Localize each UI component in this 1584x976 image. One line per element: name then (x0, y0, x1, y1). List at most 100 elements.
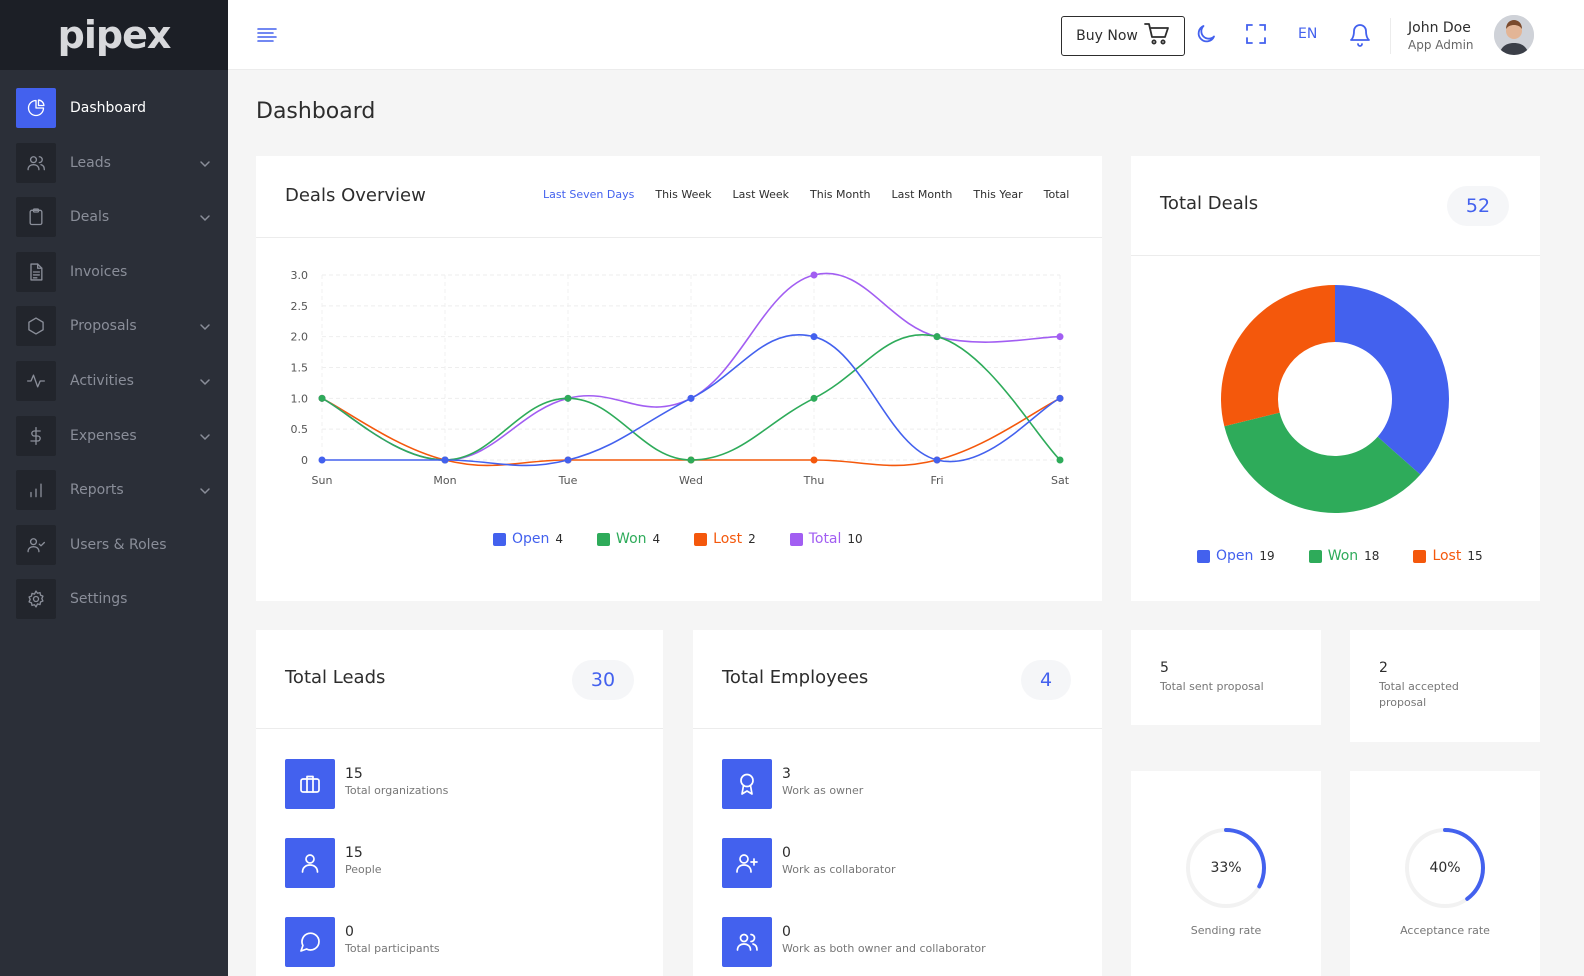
user-role: App Admin (1408, 38, 1474, 52)
tab-last-month[interactable]: Last Month (891, 188, 953, 201)
dollar-icon (16, 415, 56, 456)
point-won (318, 394, 326, 402)
message-circle-icon (285, 917, 335, 967)
sidebar-item-label: Proposals (70, 318, 137, 335)
point-won (1056, 456, 1064, 464)
legend-item-open[interactable]: Open 19 (1197, 548, 1275, 564)
point-open (933, 456, 941, 464)
legend-item-won[interactable]: Won 4 (597, 531, 660, 547)
total-employees-title: Total Employees (722, 667, 869, 688)
clipboard-icon (16, 197, 56, 238)
sidebar-item-label: Activities (70, 372, 134, 389)
chevron-down-icon (198, 210, 212, 229)
avatar[interactable] (1494, 15, 1534, 55)
stat-row: 0 Work as both owner and collaborator (722, 917, 986, 967)
acceptance-rate-card: 40% Acceptance rate (1350, 771, 1540, 976)
acceptance-rate-ring (1405, 828, 1485, 908)
point-open (441, 456, 449, 464)
tab-this-week[interactable]: This Week (655, 188, 712, 201)
y-tick-label: 0.5 (291, 423, 309, 436)
point-open (810, 333, 818, 341)
stat-value: 0 (345, 924, 354, 940)
brand-logo[interactable]: pipex (0, 0, 228, 70)
moon-icon[interactable] (1194, 22, 1218, 50)
sending-rate-ring (1186, 828, 1266, 908)
logo-text: pipex (57, 13, 172, 57)
sidebar-item-deals[interactable]: Deals (16, 197, 212, 238)
file-text-icon (16, 251, 56, 292)
point-open (1056, 394, 1064, 402)
legend-name: Open (512, 531, 550, 547)
sidebar-item-label: Users & Roles (70, 536, 167, 553)
stat-value: 3 (782, 766, 791, 782)
sidebar-item-reports[interactable]: Reports (16, 470, 212, 511)
sidebar-item-label: Dashboard (70, 100, 146, 116)
legend-name: Open (1216, 548, 1254, 564)
legend-item-lost[interactable]: Lost 15 (1413, 548, 1483, 564)
sidebar-item-invoices[interactable]: Invoices (16, 251, 212, 292)
sidebar-item-label: Reports (70, 482, 124, 499)
acceptance-rate-label: Acceptance rate (1400, 924, 1490, 937)
buy-now-label: Buy Now (1076, 28, 1138, 44)
point-total (810, 271, 818, 279)
donut-slice-open[interactable] (1335, 285, 1449, 475)
legend-item-won[interactable]: Won 18 (1308, 548, 1379, 564)
total-employees-header (693, 630, 1102, 729)
total-leads-title: Total Leads (285, 667, 386, 688)
chevron-down-icon (198, 374, 212, 393)
tab-this-month[interactable]: This Month (810, 188, 871, 201)
hexagon-icon (16, 306, 56, 347)
accepted-proposal-card: 2 Total accepted proposal (1350, 630, 1540, 742)
legend-item-total[interactable]: Total 10 (789, 531, 863, 547)
x-tick-label: Fri (930, 474, 943, 487)
stat-label: Total organizations (345, 784, 449, 797)
point-won (564, 394, 572, 402)
topbar-divider (1390, 18, 1391, 54)
stat-value: 0 (782, 924, 791, 940)
user-icon (285, 838, 335, 888)
sidebar-item-dashboard[interactable]: Dashboard (16, 88, 212, 128)
x-tick-label: Sun (312, 474, 333, 487)
legend-value: 15 (1467, 549, 1483, 563)
donut-slice-won[interactable] (1224, 412, 1421, 513)
users-icon (722, 917, 772, 967)
period-tabs: Last Seven Days This Week Last Week This Mo… (543, 188, 1069, 201)
menu-toggle-icon[interactable] (256, 24, 278, 50)
gear-icon (16, 579, 56, 620)
tab-last-seven-days[interactable]: Last Seven Days (543, 188, 635, 201)
stat-row: 15 Total organizations (285, 759, 448, 809)
fullscreen-icon[interactable] (1244, 22, 1268, 50)
topbar: Buy Now EN John Doe App Admin (228, 0, 1584, 70)
pie-chart-icon (16, 88, 56, 128)
briefcase-icon (285, 759, 335, 809)
stat-label: People (345, 863, 382, 876)
sidebar-item-expenses[interactable]: Expenses (16, 415, 212, 456)
sidebar-item-settings[interactable]: Settings (16, 579, 212, 620)
buy-now-button[interactable]: Buy Now (1061, 16, 1185, 56)
total-deals-count: 52 (1447, 186, 1509, 226)
sidebar-item-proposals[interactable]: Proposals (16, 306, 212, 347)
user-name: John Doe (1408, 20, 1471, 36)
donut-slice-lost[interactable] (1221, 285, 1335, 427)
x-tick-label: Wed (679, 474, 703, 487)
legend-item-open[interactable]: Open 4 (493, 531, 563, 547)
language-selector[interactable]: EN (1298, 26, 1318, 42)
tab-total[interactable]: Total (1043, 188, 1070, 201)
tab-this-year[interactable]: This Year (973, 188, 1023, 201)
legend-value: 4 (652, 532, 661, 546)
sidebar-item-activities[interactable]: Activities (16, 360, 212, 401)
tab-last-week[interactable]: Last Week (732, 188, 790, 201)
x-tick-label: Mon (433, 474, 456, 487)
chevron-down-icon (198, 429, 212, 448)
sidebar-item-users-roles[interactable]: Users & Roles (16, 524, 212, 565)
sidebar-item-leads[interactable]: Leads (16, 142, 212, 183)
stat-value: 15 (345, 766, 363, 782)
sidebar-item-label: Deals (70, 209, 110, 226)
bell-icon[interactable] (1348, 22, 1372, 52)
stat-row: 15 People (285, 838, 382, 888)
legend-item-lost[interactable]: Lost 2 (694, 531, 756, 547)
chevron-down-icon (198, 319, 212, 338)
chevron-down-icon (198, 156, 212, 175)
x-tick-label: Thu (803, 474, 825, 487)
y-tick-label: 0 (301, 454, 308, 467)
